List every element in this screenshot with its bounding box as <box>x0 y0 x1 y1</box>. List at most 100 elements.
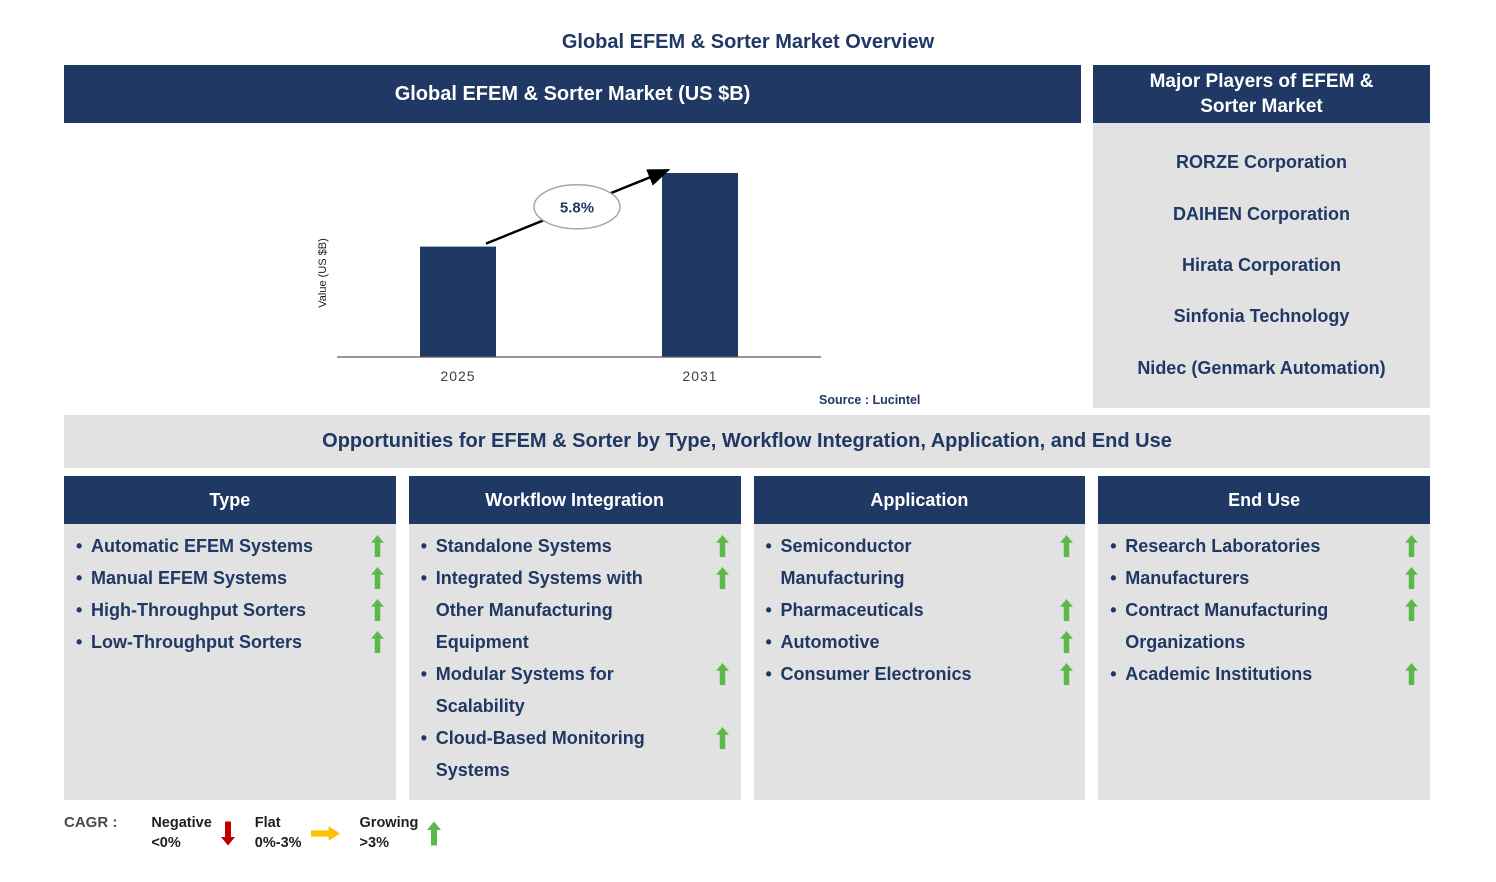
legend-growing-text: Growing >3% <box>360 813 419 853</box>
growing-up-arrow-icon <box>1060 658 1074 685</box>
item-label: Modular Systems for Scalability <box>435 664 614 716</box>
item-label: Semiconductor Manufacturing <box>780 536 912 588</box>
cagr-bubble <box>533 184 621 230</box>
item-label: Research Laboratories <box>1125 536 1321 556</box>
opportunity-item: Cloud-Based Monitoring Systems <box>421 722 729 786</box>
opportunity-item: Manual EFEM Systems <box>76 562 384 594</box>
opportunity-item: Research Laboratories <box>1110 530 1418 562</box>
column-application-items: Semiconductor Manufacturing Pharmaceutic… <box>753 524 1086 800</box>
cagr-legend: CAGR : Negative <0% Flat 0%-3% Growing >… <box>64 813 442 853</box>
bar-2025 <box>420 246 496 357</box>
growing-up-arrow-icon <box>1405 594 1418 621</box>
opportunity-item: Academic Institutions <box>1110 658 1418 690</box>
item-label: Automotive <box>780 632 880 652</box>
item-label: Cloud-Based Monitoring Systems <box>435 728 645 780</box>
opportunity-item: Standalone Systems <box>421 530 729 562</box>
column-type-header: Type <box>64 476 396 524</box>
legend-flat-text: Flat 0%-3% <box>255 813 302 853</box>
player-name: RORZE Corporation <box>1176 152 1347 173</box>
cagr-value: 5.8% <box>560 199 594 216</box>
growing-up-arrow-icon <box>1405 658 1418 685</box>
column-application: Application Semiconductor Manufacturing … <box>753 476 1086 800</box>
growing-up-arrow-icon <box>1405 562 1418 589</box>
growing-up-arrow-icon <box>370 594 384 621</box>
opportunity-item: Integrated Systems with Other Manufactur… <box>421 562 729 658</box>
market-chart-title: Global EFEM & Sorter Market (US $B) <box>64 65 1081 123</box>
legend-negative-label: Negative <box>151 815 212 831</box>
item-label: Low-Throughput Sorters <box>91 632 302 652</box>
column-type: Type Automatic EFEM Systems Manual EFEM … <box>64 476 396 800</box>
growing-up-arrow-icon <box>1060 626 1074 653</box>
opportunity-item: Consumer Electronics <box>766 658 1074 690</box>
opportunity-item: Semiconductor Manufacturing <box>766 530 1074 594</box>
growing-up-arrow-icon <box>370 626 384 653</box>
column-type-items: Automatic EFEM Systems Manual EFEM Syste… <box>64 524 396 800</box>
column-end-use-items: Research Laboratories Manufacturers Cont… <box>1098 524 1430 800</box>
bar-2031 <box>662 173 738 357</box>
source-note: Source : Lucintel <box>819 393 921 407</box>
column-workflow-integration-header: Workflow Integration <box>408 476 741 524</box>
player-name: Sinfonia Technology <box>1173 306 1350 327</box>
opportunity-item: Manufacturers <box>1110 562 1418 594</box>
major-players-header: Major Players of EFEM & Sorter Market <box>1093 65 1430 123</box>
column-end-use-header: End Use <box>1098 476 1430 524</box>
legend-negative-range: <0% <box>151 835 181 851</box>
cagr-legend-label: CAGR : <box>64 814 118 831</box>
player-name: DAIHEN Corporation <box>1173 203 1350 224</box>
opportunity-item: High-Throughput Sorters <box>76 594 384 626</box>
growing-up-arrow-icon <box>715 722 729 749</box>
item-label: Contract Manufacturing Organizations <box>1125 600 1329 652</box>
opportunity-item: Contract Manufacturing Organizations <box>1110 594 1418 658</box>
item-label: Integrated Systems with Other Manufactur… <box>435 568 643 652</box>
growing-up-arrow-icon <box>370 530 384 557</box>
column-workflow-integration-items: Standalone Systems Integrated Systems wi… <box>408 524 741 800</box>
legend-item-negative: Negative <0% <box>151 813 235 853</box>
flat-right-arrow-icon <box>310 825 340 841</box>
opportunity-item: Low-Throughput Sorters <box>76 626 384 658</box>
major-players-panel: Major Players of EFEM & Sorter Market RO… <box>1093 65 1430 408</box>
x-tick-2031: 2031 <box>682 368 717 384</box>
opportunity-item: Pharmaceuticals <box>766 594 1074 626</box>
item-label: Academic Institutions <box>1125 664 1313 684</box>
legend-item-growing: Growing >3% <box>360 813 442 853</box>
player-name: Nidec (Genmark Automation) <box>1137 357 1386 378</box>
growing-up-arrow-icon <box>1060 530 1074 557</box>
legend-negative-text: Negative <0% <box>151 813 211 853</box>
legend-flat-label: Flat <box>254 815 281 831</box>
growing-up-arrow-icon <box>427 821 442 846</box>
opportunity-item: Modular Systems for Scalability <box>421 658 729 722</box>
growing-up-arrow-icon <box>715 658 729 685</box>
growing-up-arrow-icon <box>370 562 384 589</box>
item-label: High-Throughput Sorters <box>91 600 306 620</box>
item-label: Consumer Electronics <box>780 664 972 684</box>
item-label: Automatic EFEM Systems <box>91 536 314 556</box>
item-label: Manual EFEM Systems <box>91 568 288 588</box>
item-label: Standalone Systems <box>435 536 612 556</box>
negative-down-arrow-icon <box>220 821 235 846</box>
growing-up-arrow-icon <box>715 562 729 589</box>
legend-flat-range: 0%-3% <box>254 835 302 851</box>
opportunity-columns: Type Automatic EFEM Systems Manual EFEM … <box>64 476 1430 800</box>
growing-up-arrow-icon <box>1060 594 1074 621</box>
opportunity-item: Automotive <box>766 626 1074 658</box>
legend-growing-label: Growing <box>359 815 419 831</box>
market-chart-body: Value (US $B) 5.8% 2025 2031 Source : Lu… <box>64 123 1081 410</box>
column-application-header: Application <box>753 476 1086 524</box>
market-chart-panel: Global EFEM & Sorter Market (US $B) Valu… <box>64 65 1081 410</box>
legend-growing-range: >3% <box>359 835 389 851</box>
y-axis-label: Value (US $B) <box>317 238 329 308</box>
major-players-list: RORZE Corporation DAIHEN Corporation Hir… <box>1093 123 1430 408</box>
item-label: Manufacturers <box>1125 568 1250 588</box>
column-end-use: End Use Research Laboratories Manufactur… <box>1098 476 1430 800</box>
growing-up-arrow-icon <box>1405 530 1418 557</box>
opportunities-band-title: Opportunities for EFEM & Sorter by Type,… <box>64 415 1430 468</box>
x-tick-2025: 2025 <box>440 368 475 384</box>
item-label: Pharmaceuticals <box>780 600 924 620</box>
growing-up-arrow-icon <box>715 530 729 557</box>
column-workflow-integration: Workflow Integration Standalone Systems … <box>408 476 741 800</box>
player-name: Hirata Corporation <box>1181 254 1341 275</box>
bar-chart: Value (US $B) 5.8% 2025 2031 <box>317 168 821 384</box>
legend-item-flat: Flat 0%-3% <box>255 813 340 853</box>
page-title: Global EFEM & Sorter Market Overview <box>561 31 935 53</box>
